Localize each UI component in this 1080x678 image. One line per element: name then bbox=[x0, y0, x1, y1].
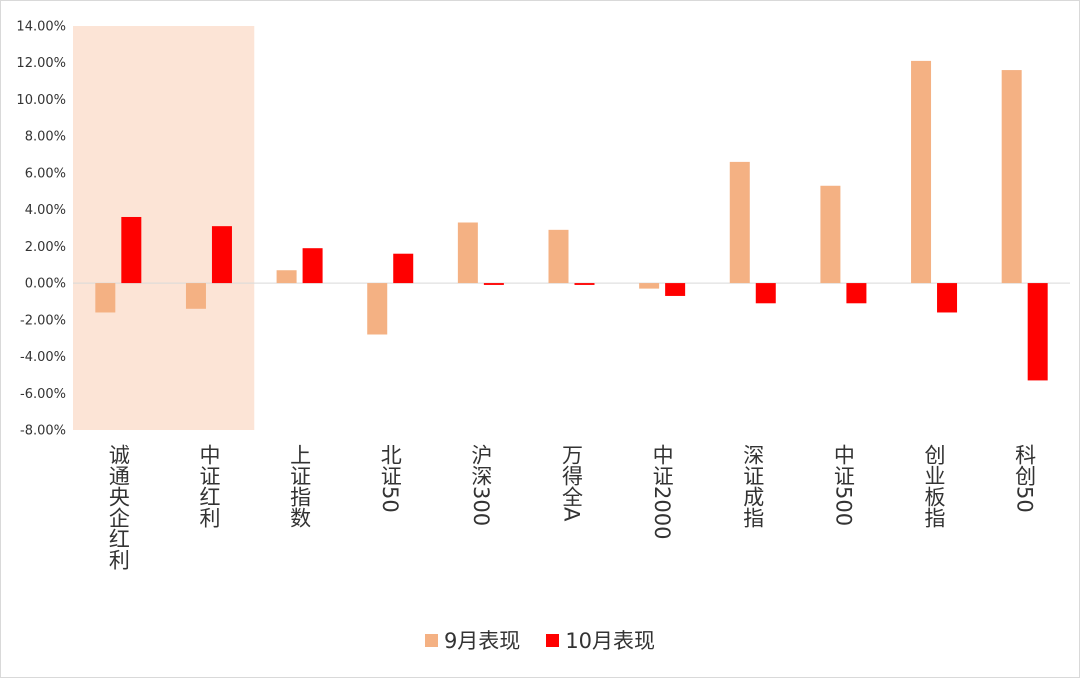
bar-series-2 bbox=[302, 248, 323, 284]
bar-series-2 bbox=[393, 253, 414, 284]
x-category-label: 深证成指 bbox=[741, 444, 765, 528]
legend-item-series-2: 10月表现 bbox=[546, 625, 655, 655]
x-category-label: 沪深300 bbox=[469, 444, 493, 526]
bar-series-2 bbox=[755, 283, 776, 304]
bar-series-1 bbox=[729, 161, 750, 284]
bar-series-2 bbox=[665, 283, 686, 296]
y-tick-label: 8.00% bbox=[25, 130, 66, 145]
y-tick-label: 0.00% bbox=[25, 277, 66, 292]
y-tick-label: 2.00% bbox=[25, 240, 66, 255]
bar-series-1 bbox=[367, 283, 388, 335]
x-category-label: 科创50 bbox=[1013, 444, 1037, 513]
x-category-label: 诚通央企红利 bbox=[106, 444, 130, 570]
bar-series-1 bbox=[639, 283, 660, 289]
y-tick-label: 4.00% bbox=[25, 203, 66, 218]
y-tick-label: 10.00% bbox=[16, 93, 66, 108]
y-tick-label: -4.00% bbox=[20, 350, 66, 365]
bar-series-2 bbox=[574, 283, 595, 285]
x-category-label: 中证红利 bbox=[197, 444, 221, 528]
legend-label-series-2: 10月表现 bbox=[565, 629, 656, 653]
legend-swatch-series-2 bbox=[546, 633, 560, 647]
x-category-label: 中证2000 bbox=[650, 444, 674, 539]
bar-series-2 bbox=[121, 216, 142, 284]
bar-series-1 bbox=[457, 222, 478, 284]
bar-series-1 bbox=[911, 60, 932, 284]
y-tick-label: 6.00% bbox=[25, 166, 66, 181]
x-category-label: 北证50 bbox=[378, 444, 402, 513]
bar-series-2 bbox=[937, 283, 958, 313]
bar-series-1 bbox=[820, 185, 841, 284]
x-category-label: 中证500 bbox=[831, 444, 855, 526]
bar-chart: 14.00% 12.00% 10.00% 8.00% 6.00% 4.00% 2.00% 0.… bbox=[16, 20, 1070, 570]
y-tick-label: 12.00% bbox=[16, 56, 66, 71]
bar-series-1 bbox=[1001, 70, 1022, 284]
legend-swatch-series-1 bbox=[424, 633, 438, 647]
bar-series-2 bbox=[846, 283, 867, 304]
y-tick-label: -6.00% bbox=[20, 387, 66, 402]
y-tick-label: -8.00% bbox=[20, 424, 66, 439]
x-category-label: 创业板指 bbox=[922, 444, 946, 528]
bar-series-1 bbox=[185, 283, 206, 309]
bar-series-1 bbox=[95, 283, 116, 313]
y-tick-label: -2.00% bbox=[20, 313, 66, 328]
y-tick-label: 14.00% bbox=[16, 20, 66, 35]
x-category-label: 万得全A bbox=[560, 444, 584, 522]
bar-series-1 bbox=[548, 229, 569, 284]
bar-series-2 bbox=[1027, 283, 1048, 381]
bar-series-2 bbox=[483, 283, 504, 285]
legend: 9月表现 10月表现 bbox=[0, 622, 1080, 658]
x-category-label: 上证指数 bbox=[288, 444, 312, 528]
legend-item-series-1: 9月表现 bbox=[424, 625, 521, 655]
bar-series-2 bbox=[211, 226, 232, 284]
bar-series-1 bbox=[276, 270, 297, 284]
legend-label-series-1: 9月表现 bbox=[443, 629, 521, 653]
